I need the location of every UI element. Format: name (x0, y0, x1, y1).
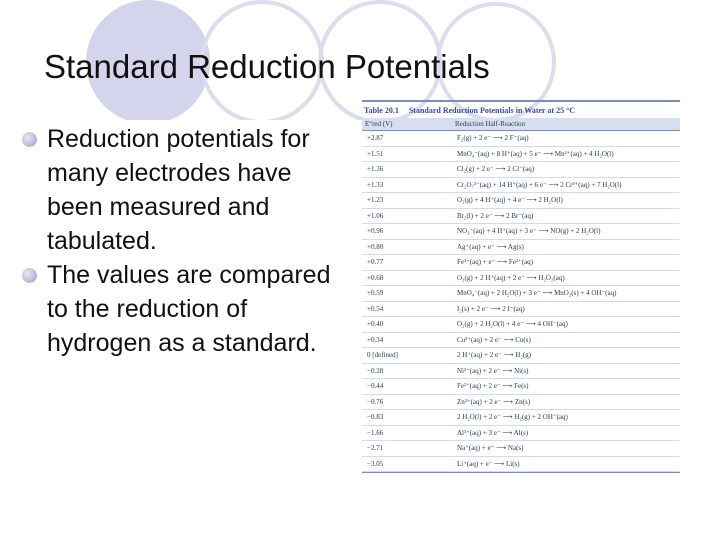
bullet-text: The values are compared to the reduction… (47, 261, 331, 357)
half-reaction: NO₃⁻(aq) + 4 H⁺(aq) + 3 e⁻ ⟶ NO(g) + 2 H… (457, 227, 601, 236)
potential-value: +1.51 (367, 149, 384, 158)
bullet-list: Reduction potentials for many electrodes… (22, 122, 352, 360)
table-row: +2.87 F₂(g) + 2 e⁻ ⟶ 2 F⁻(aq) (362, 131, 680, 147)
bullet-text: Reduction potentials for many electrodes… (47, 125, 310, 255)
table-row: −1.66 Al³⁺(aq) + 3 e⁻ ⟶ Al(s) (362, 426, 680, 441)
table-row: +0.59 MnO₄⁻(aq) + 2 H₂O(l) + 3 e⁻ ⟶ MnO₂(… (362, 286, 680, 302)
bullet-icon (22, 268, 37, 283)
half-reaction: O₂(g) + 2 H₂O(l) + 4 e⁻ ⟶ 4 OH⁻(aq) (457, 320, 568, 329)
table-row: +0.40 O₂(g) + 2 H₂O(l) + 4 e⁻ ⟶ 4 OH⁻(aq) (362, 317, 680, 333)
potential-value: +0.80 (367, 242, 384, 251)
decorative-circle-filled (86, 0, 210, 120)
half-reaction: 2 H₂O(l) + 2 e⁻ ⟶ H₂(g) + 2 OH⁻(aq) (457, 413, 568, 422)
table-number: Table 20.1 (364, 105, 399, 115)
table-row: −0.76 Zn²⁺(aq) + 2 e⁻ ⟶ Zn(s) (362, 395, 680, 410)
half-reaction: Cl₂(g) + 2 e⁻ ⟶ 2 Cl⁻(aq) (457, 165, 535, 174)
table-row: +0.80 Ag⁺(aq) + e⁻ ⟶ Ag(s) (362, 240, 680, 255)
potential-value: −1.66 (367, 428, 384, 437)
half-reaction: O₂(g) + 2 H⁺(aq) + 2 e⁻ ⟶ H₂O₂(aq) (457, 273, 565, 282)
potential-value: +1.36 (367, 165, 384, 174)
half-reaction: Ag⁺(aq) + e⁻ ⟶ Ag(s) (457, 242, 524, 251)
column-header-potential: E°red (V) (365, 120, 393, 128)
table-row: +0.77 Fe³⁺(aq) + e⁻ ⟶ Fe²⁺(aq) (362, 255, 680, 271)
table-row: +0.68 O₂(g) + 2 H⁺(aq) + 2 e⁻ ⟶ H₂O₂(aq) (362, 271, 680, 286)
potential-value: −0.44 (367, 382, 384, 391)
half-reaction: Cu²⁺(aq) + 2 e⁻ ⟶ Cu(s) (457, 335, 531, 344)
potential-value: +0.40 (367, 320, 384, 329)
table-row: −0.83 2 H₂O(l) + 2 e⁻ ⟶ H₂(g) + 2 OH⁻(aq) (362, 410, 680, 426)
half-reaction: Fe³⁺(aq) + e⁻ ⟶ Fe²⁺(aq) (457, 258, 533, 267)
half-reaction: MnO₄⁻(aq) + 8 H⁺(aq) + 5 e⁻ ⟶ Mn²⁺(aq) +… (457, 149, 614, 158)
table-header: E°red (V) Reduction Half-Reaction (362, 118, 680, 131)
potential-value: −0.28 (367, 366, 384, 375)
half-reaction: Ni²⁺(aq) + 2 e⁻ ⟶ Ni(s) (457, 366, 529, 375)
table-row: +0.34 Cu²⁺(aq) + 2 e⁻ ⟶ Cu(s) (362, 333, 680, 348)
table-row: −0.44 Fe²⁺(aq) + 2 e⁻ ⟶ Fe(s) (362, 379, 680, 395)
half-reaction: MnO₄⁻(aq) + 2 H₂O(l) + 3 e⁻ ⟶ MnO₂(s) + … (457, 289, 617, 298)
potential-value: +0.77 (367, 258, 384, 267)
table-row: −0.28 Ni²⁺(aq) + 2 e⁻ ⟶ Ni(s) (362, 364, 680, 379)
table-bottom-rule (362, 472, 680, 473)
potential-value: +0.54 (367, 304, 384, 313)
table-body: +2.87 F₂(g) + 2 e⁻ ⟶ 2 F⁻(aq) +1.51 MnO₄⁻(a… (362, 131, 680, 472)
table-row: +1.36 Cl₂(g) + 2 e⁻ ⟶ 2 Cl⁻(aq) (362, 162, 680, 178)
potential-value: +1.33 (367, 180, 384, 189)
table-row: +1.33 Cr₂O₇²⁻(aq) + 14 H⁺(aq) + 6 e⁻ ⟶ 2 … (362, 178, 680, 193)
potential-value: −2.71 (367, 444, 384, 453)
table-row: +0.96 NO₃⁻(aq) + 4 H⁺(aq) + 3 e⁻ ⟶ NO(g) … (362, 224, 680, 240)
potential-value: +0.96 (367, 227, 384, 236)
half-reaction: Al³⁺(aq) + 3 e⁻ ⟶ Al(s) (457, 428, 529, 437)
table-row: +1.51 MnO₄⁻(aq) + 8 H⁺(aq) + 5 e⁻ ⟶ Mn²⁺(… (362, 147, 680, 162)
half-reaction: Fe²⁺(aq) + 2 e⁻ ⟶ Fe(s) (457, 382, 529, 391)
potential-value: +0.34 (367, 335, 384, 344)
decorative-circles (86, 0, 556, 120)
potential-value: +1.23 (367, 196, 384, 205)
reduction-potentials-table: Table 20.1 Standard Reduction Potentials… (362, 100, 680, 473)
potential-value: +0.68 (367, 273, 384, 282)
half-reaction: Li⁺(aq) + e⁻ ⟶ Li(s) (457, 459, 520, 468)
bullet-icon (22, 132, 37, 147)
half-reaction: F₂(g) + 2 e⁻ ⟶ 2 F⁻(aq) (457, 134, 529, 143)
half-reaction: Na⁺(aq) + e⁻ ⟶ Na(s) (457, 444, 524, 453)
potential-value: 0 [defined] (367, 351, 398, 360)
table-row: +0.54 I₂(s) + 2 e⁻ ⟶ 2 I⁻(aq) (362, 302, 680, 317)
bullet-item: Reduction potentials for many electrodes… (22, 122, 352, 258)
table-row: 0 [defined] 2 H⁺(aq) + 2 e⁻ ⟶ H₂(g) (362, 348, 680, 364)
half-reaction: I₂(s) + 2 e⁻ ⟶ 2 I⁻(aq) (457, 304, 525, 313)
potential-value: −0.76 (367, 397, 384, 406)
decorative-circle-ring (436, 2, 556, 120)
potential-value: +1.06 (367, 211, 384, 220)
table-caption: Table 20.1 Standard Reduction Potentials… (362, 100, 680, 118)
column-header-reaction: Reduction Half-Reaction (455, 120, 526, 128)
potential-value: +0.59 (367, 289, 384, 298)
table-row: −2.71 Na⁺(aq) + e⁻ ⟶ Na(s) (362, 441, 680, 457)
half-reaction: Cr₂O₇²⁻(aq) + 14 H⁺(aq) + 6 e⁻ ⟶ 2 Cr³⁺(… (457, 180, 622, 189)
half-reaction: Zn²⁺(aq) + 2 e⁻ ⟶ Zn(s) (457, 397, 531, 406)
table-row: +1.23 O₂(g) + 4 H⁺(aq) + 4 e⁻ ⟶ 2 H₂O(l) (362, 193, 680, 209)
bullet-item: The values are compared to the reduction… (22, 258, 352, 360)
potential-value: +2.87 (367, 134, 384, 143)
half-reaction: Br₂(l) + 2 e⁻ ⟶ 2 Br⁻(aq) (457, 211, 534, 220)
potential-value: −3.05 (367, 459, 384, 468)
potential-value: −0.83 (367, 413, 384, 422)
table-row: −3.05 Li⁺(aq) + e⁻ ⟶ Li(s) (362, 457, 680, 472)
half-reaction: O₂(g) + 4 H⁺(aq) + 4 e⁻ ⟶ 2 H₂O(l) (457, 196, 563, 205)
half-reaction: 2 H⁺(aq) + 2 e⁻ ⟶ H₂(g) (457, 351, 531, 360)
slide-title: Standard Reduction Potentials (44, 48, 490, 85)
table-title: Standard Reduction Potentials in Water a… (408, 105, 576, 115)
table-row: +1.06 Br₂(l) + 2 e⁻ ⟶ 2 Br⁻(aq) (362, 209, 680, 224)
